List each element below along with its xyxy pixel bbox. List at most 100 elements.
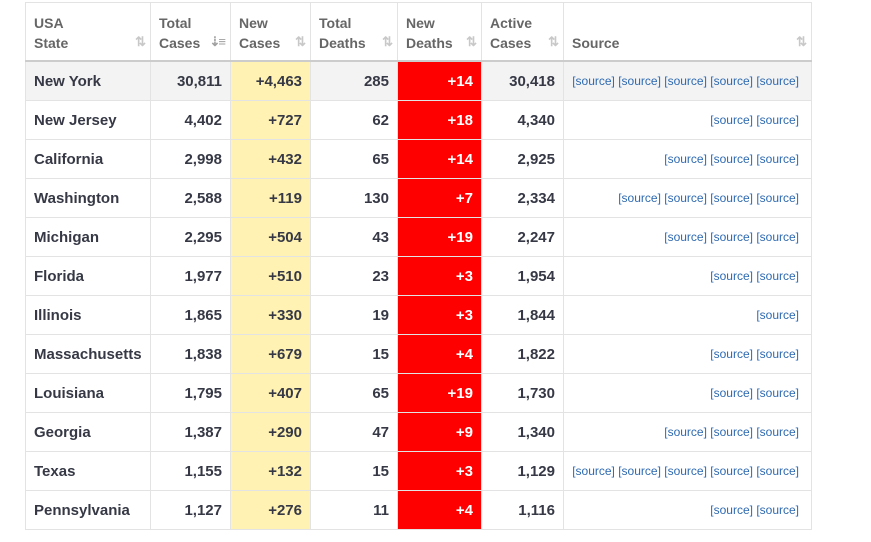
state-cell: Massachusetts [25,334,151,374]
sort-icon[interactable]: ⇅ [135,34,146,49]
header-label-line1: New [239,15,268,31]
source-link[interactable]: [source] [710,191,753,205]
table-row: Illinois 1,865 +330 19 +3 1,844 [source] [25,295,812,335]
source-link[interactable]: [source] [664,230,707,244]
state-cell: Louisiana [25,373,151,413]
source-link[interactable]: [source] [618,191,661,205]
header-total-deaths[interactable]: Total Deaths ⇅ [310,2,398,62]
header-total-cases[interactable]: Total Cases ⇣≡ [150,2,231,62]
sources-cell: [source] [source] [source] [563,139,812,179]
active-cases-cell: 2,334 [481,178,564,218]
header-label-line2: State [34,35,69,51]
sources-cell: [source] [source] [563,256,812,296]
source-link[interactable]: [source] [756,386,799,400]
sort-icon[interactable]: ⇅ [796,34,807,49]
table-row: Michigan 2,295 +504 43 +19 2,247 [source] [sou… [25,217,812,257]
total-deaths-cell: 285 [310,60,398,101]
source-link[interactable]: [source] [710,425,753,439]
state-cell: Georgia [25,412,151,452]
source-link[interactable]: [source] [710,113,753,127]
source-link[interactable]: [source] [756,74,799,88]
sources-cell: [source] [563,295,812,335]
source-link[interactable]: [source] [710,386,753,400]
total-deaths-cell: 15 [310,334,398,374]
active-cases-cell: 2,247 [481,217,564,257]
active-cases-cell: 2,925 [481,139,564,179]
source-link[interactable]: [source] [572,74,615,88]
source-link[interactable]: [source] [756,113,799,127]
source-link[interactable]: [source] [756,152,799,166]
table-row: Washington 2,588 +119 130 +7 2,334 [source] [s… [25,178,812,218]
total-deaths-cell: 19 [310,295,398,335]
header-new-cases[interactable]: New Cases ⇅ [230,2,311,62]
new-deaths-cell: +4 [397,490,482,530]
source-link[interactable]: [source] [664,191,707,205]
sort-icon[interactable]: ⇅ [466,34,477,49]
header-label-line2: Deaths [406,35,453,51]
sources-cell: [source] [source] [563,373,812,413]
source-link[interactable]: [source] [664,464,707,478]
sources-cell: [source] [source] [source] [source] [sou… [563,60,812,101]
table-row: Florida 1,977 +510 23 +3 1,954 [source] [sourc… [25,256,812,296]
source-link[interactable]: [source] [710,74,753,88]
table-body: New York 30,811 +4,463 285 +14 30,418 [source]… [25,60,812,530]
total-cases-cell: 1,977 [150,256,231,296]
source-link[interactable]: [source] [756,347,799,361]
total-deaths-cell: 43 [310,217,398,257]
source-link[interactable]: [source] [756,464,799,478]
source-link[interactable]: [source] [664,74,707,88]
sources-cell: [source] [source] [563,490,812,530]
sources-cell: [source] [source] [563,334,812,374]
header-label-line2: Deaths [319,35,366,51]
table-row: New York 30,811 +4,463 285 +14 30,418 [source]… [25,60,812,101]
source-link[interactable]: [source] [710,152,753,166]
source-link[interactable]: [source] [710,503,753,517]
new-deaths-cell: +4 [397,334,482,374]
header-source[interactable]: Source ⇅ [563,2,812,62]
sort-icon[interactable]: ⇅ [548,34,559,49]
sort-descending-icon[interactable]: ⇣≡ [209,34,227,49]
source-link[interactable]: [source] [664,152,707,166]
header-state[interactable]: USA State ⇅ [25,2,151,62]
new-cases-cell: +504 [230,217,311,257]
header-label-line2: Cases [159,35,201,51]
source-link[interactable]: [source] [710,347,753,361]
sort-icon[interactable]: ⇅ [295,34,306,49]
source-link[interactable]: [source] [756,308,799,322]
total-cases-cell: 1,795 [150,373,231,413]
header-label-line1: USA [34,15,64,31]
source-link[interactable]: [source] [710,464,753,478]
source-link[interactable]: [source] [618,464,661,478]
new-cases-cell: +119 [230,178,311,218]
new-cases-cell: +432 [230,139,311,179]
source-link[interactable]: [source] [710,230,753,244]
source-link[interactable]: [source] [756,503,799,517]
covid-usa-table-container: USA State ⇅ Total Cases ⇣≡ New Cases ⇅ T… [25,2,812,530]
new-cases-cell: +679 [230,334,311,374]
state-cell: Texas [25,451,151,491]
source-link[interactable]: [source] [710,269,753,283]
source-link[interactable]: [source] [756,191,799,205]
header-active-cases[interactable]: Active Cases ⇅ [481,2,564,62]
active-cases-cell: 1,116 [481,490,564,530]
source-link[interactable]: [source] [618,74,661,88]
new-cases-cell: +510 [230,256,311,296]
state-cell: New York [25,60,151,101]
sort-icon[interactable]: ⇅ [382,34,393,49]
source-link[interactable]: [source] [756,230,799,244]
header-label-line1: New [406,15,435,31]
total-deaths-cell: 65 [310,139,398,179]
total-cases-cell: 1,865 [150,295,231,335]
new-deaths-cell: +14 [397,139,482,179]
new-deaths-cell: +19 [397,373,482,413]
source-link[interactable]: [source] [664,425,707,439]
usa-states-table: USA State ⇅ Total Cases ⇣≡ New Cases ⇅ T… [25,2,812,530]
active-cases-cell: 1,340 [481,412,564,452]
header-new-deaths[interactable]: New Deaths ⇅ [397,2,482,62]
source-link[interactable]: [source] [756,425,799,439]
source-link[interactable]: [source] [756,269,799,283]
state-cell: Michigan [25,217,151,257]
new-deaths-cell: +3 [397,295,482,335]
active-cases-cell: 1,822 [481,334,564,374]
source-link[interactable]: [source] [572,464,615,478]
